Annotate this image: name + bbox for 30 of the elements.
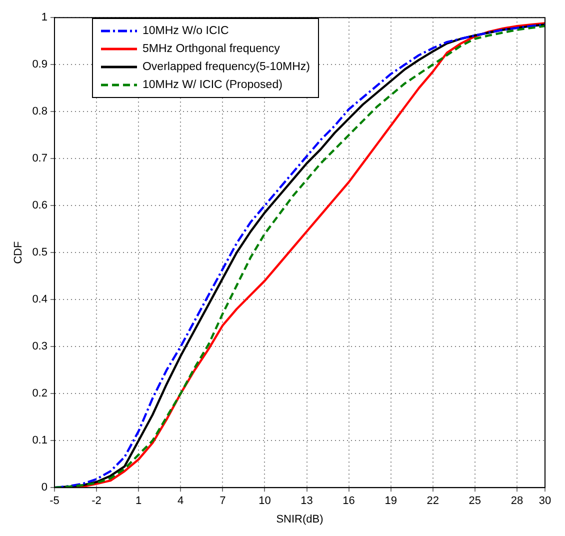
x-tick-label: 30 — [538, 495, 552, 508]
x-tick-label: 7 — [220, 495, 226, 508]
y-tick-label: 0.7 — [32, 152, 48, 165]
x-tick-label: 10 — [258, 495, 271, 508]
y-tick-label: 0.6 — [32, 200, 48, 212]
legend-label: 5MHz Orthgonal frequency — [142, 42, 280, 57]
x-tick-label: 25 — [468, 495, 482, 508]
y-tick-label: 0.4 — [32, 294, 48, 306]
legend-label: 10MHz W/ ICIC (Proposed) — [142, 78, 282, 93]
y-tick-label: 0.5 — [32, 246, 48, 259]
x-axis-title: SNIR(dB) — [276, 513, 324, 526]
y-tick-label: 0 — [41, 482, 48, 494]
x-tick-label: -5 — [50, 495, 60, 508]
y-tick-label: 1 — [41, 12, 48, 24]
x-tick-label: 1 — [136, 495, 142, 508]
x-tick-label: 28 — [510, 495, 524, 508]
y-tick-label: 0.1 — [32, 434, 48, 447]
y-tick-label: 0.2 — [32, 388, 48, 400]
x-tick-label: -2 — [92, 495, 102, 508]
x-tick-label: 16 — [342, 495, 355, 508]
legend-label: Overlapped frequency(5-10MHz) — [142, 60, 310, 75]
x-tick-label: 4 — [178, 495, 184, 508]
x-tick-label: 22 — [426, 495, 440, 508]
y-tick-label: 0.9 — [32, 58, 48, 71]
y-tick-label: 0.3 — [32, 340, 48, 353]
x-tick-label: 13 — [300, 495, 313, 508]
legend-label: 10MHz W/o ICIC — [142, 24, 229, 39]
y-axis-title: CDF — [12, 241, 25, 264]
x-tick-label: 19 — [384, 495, 397, 508]
y-tick-label: 0.8 — [32, 106, 48, 118]
